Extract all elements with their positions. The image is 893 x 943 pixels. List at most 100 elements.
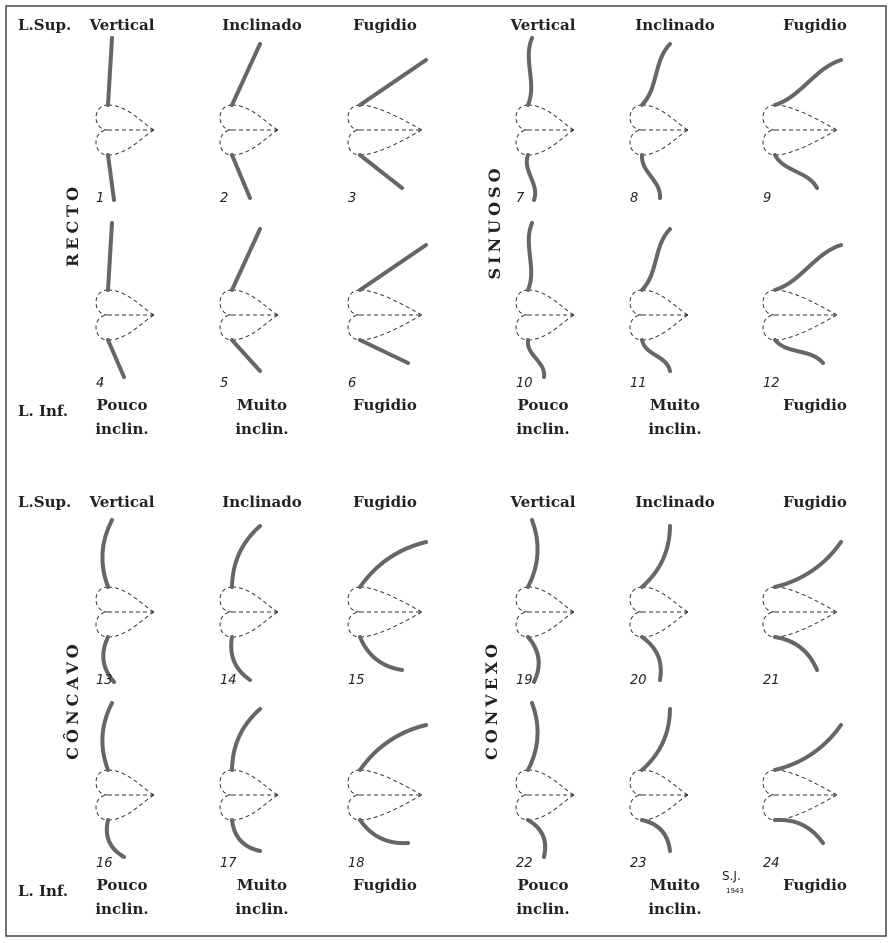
- lip-outline-dashed: [220, 105, 278, 155]
- column-footer: Muito: [237, 396, 287, 414]
- figure-number: 18: [348, 856, 365, 871]
- lower-lip: [775, 637, 817, 670]
- lower-lip: [232, 155, 250, 198]
- lip-profile: [763, 60, 841, 188]
- column-header: Inclinado: [222, 493, 302, 511]
- lip-outline-dashed: [96, 770, 154, 820]
- column-footer: inclin.: [235, 900, 288, 918]
- lip-outline-dashed: [348, 770, 422, 820]
- lower-lip: [642, 155, 660, 198]
- figure-number: 3: [348, 191, 356, 206]
- column-header: Vertical: [89, 493, 155, 511]
- lower-lip: [360, 155, 402, 188]
- lower-lip: [528, 820, 545, 857]
- column-footer: inclin.: [648, 420, 701, 438]
- figure-number: 19: [516, 673, 533, 688]
- lip-profile: [220, 229, 278, 371]
- lower-lip: [108, 340, 124, 377]
- lower-lip: [107, 820, 124, 857]
- lip-outline-dashed: [348, 587, 422, 637]
- lip-outline-dashed: [516, 290, 574, 340]
- column-footer: Pouco: [518, 396, 569, 414]
- lip-outline-dashed: [96, 105, 154, 155]
- column-footer: inclin.: [516, 900, 569, 918]
- column-footer: Muito: [650, 396, 700, 414]
- lip-outline-dashed: [763, 105, 837, 155]
- lower-lip: [775, 155, 817, 188]
- lip-outline-dashed: [96, 290, 154, 340]
- figure-number: 16: [96, 856, 113, 871]
- figure-plate: S.J. 1943 L.Sup.L. Inf.VerticalInclinado…: [0, 0, 893, 943]
- upper-lip: [360, 245, 426, 290]
- figure-number: 14: [220, 673, 237, 688]
- column-footer: Muito: [237, 876, 287, 894]
- lower-lip: [360, 820, 408, 843]
- lip-outline-dashed: [630, 587, 688, 637]
- frame: [6, 6, 886, 936]
- lower-lip: [360, 340, 408, 363]
- figure-number: 4: [96, 376, 104, 391]
- lip-outline-dashed: [516, 770, 574, 820]
- lip-outline-dashed: [220, 290, 278, 340]
- column-header: Fugidio: [353, 16, 417, 34]
- lower-lip: [642, 340, 670, 371]
- lip-profile: [630, 526, 688, 680]
- column-header: Inclinado: [635, 493, 715, 511]
- upper-lip: [232, 44, 260, 105]
- lip-outline-dashed: [220, 587, 278, 637]
- lip-profile: [763, 245, 841, 363]
- lip-outline-dashed: [630, 105, 688, 155]
- column-footer: inclin.: [95, 420, 148, 438]
- lip-profile: [348, 725, 426, 843]
- upper-lip: [775, 542, 841, 587]
- column-footer: inclin.: [95, 900, 148, 918]
- figure-number: 11: [630, 376, 647, 391]
- lip-profile: [220, 526, 278, 680]
- figure-number: 22: [516, 856, 533, 871]
- upper-lip: [360, 725, 426, 770]
- lower-lip: [527, 155, 535, 200]
- upper-lip: [102, 703, 112, 770]
- group-label: SINUOSO: [485, 164, 504, 279]
- figure-number: 10: [516, 376, 533, 391]
- lip-outline-dashed: [348, 290, 422, 340]
- lip-profile: [516, 703, 574, 857]
- lower-lip-label: L. Inf.: [18, 402, 68, 420]
- lip-profile: [516, 520, 574, 682]
- figure-number: 23: [630, 856, 647, 871]
- column-header: Fugidio: [783, 493, 847, 511]
- group-label: CONVEXO: [482, 640, 501, 760]
- lower-lip: [775, 820, 823, 843]
- lip-profile: [630, 44, 688, 198]
- lip-profile: [348, 60, 426, 188]
- lip-profile: [348, 542, 426, 670]
- column-header: Vertical: [89, 16, 155, 34]
- lip-outline-dashed: [630, 290, 688, 340]
- lower-lip: [108, 155, 114, 200]
- figure-number: 15: [348, 673, 365, 688]
- figure-number: 2: [220, 191, 228, 206]
- lip-profile: [220, 709, 278, 851]
- lip-profile: [516, 38, 574, 200]
- figure-number: 12: [763, 376, 780, 391]
- lip-outline-dashed: [348, 105, 422, 155]
- lip-profile: [630, 709, 688, 851]
- lip-profile: [516, 223, 574, 377]
- upper-lip: [528, 520, 538, 587]
- column-footer: Muito: [650, 876, 700, 894]
- lip-profile: [96, 703, 154, 857]
- figure-number: 24: [763, 856, 780, 871]
- column-footer: Pouco: [97, 396, 148, 414]
- upper-lip: [528, 38, 532, 105]
- column-footer: Fugidio: [783, 396, 847, 414]
- figure-number: 9: [763, 191, 771, 206]
- upper-lip: [102, 520, 112, 587]
- lower-lip: [642, 820, 670, 851]
- lip-outline-dashed: [516, 105, 574, 155]
- lip-outline-dashed: [220, 770, 278, 820]
- column-footer: Fugidio: [353, 876, 417, 894]
- lip-profile: [220, 44, 278, 198]
- upper-lip: [528, 223, 532, 290]
- group-label: CÔNCAVO: [62, 640, 82, 759]
- figure-number: 1: [96, 191, 104, 206]
